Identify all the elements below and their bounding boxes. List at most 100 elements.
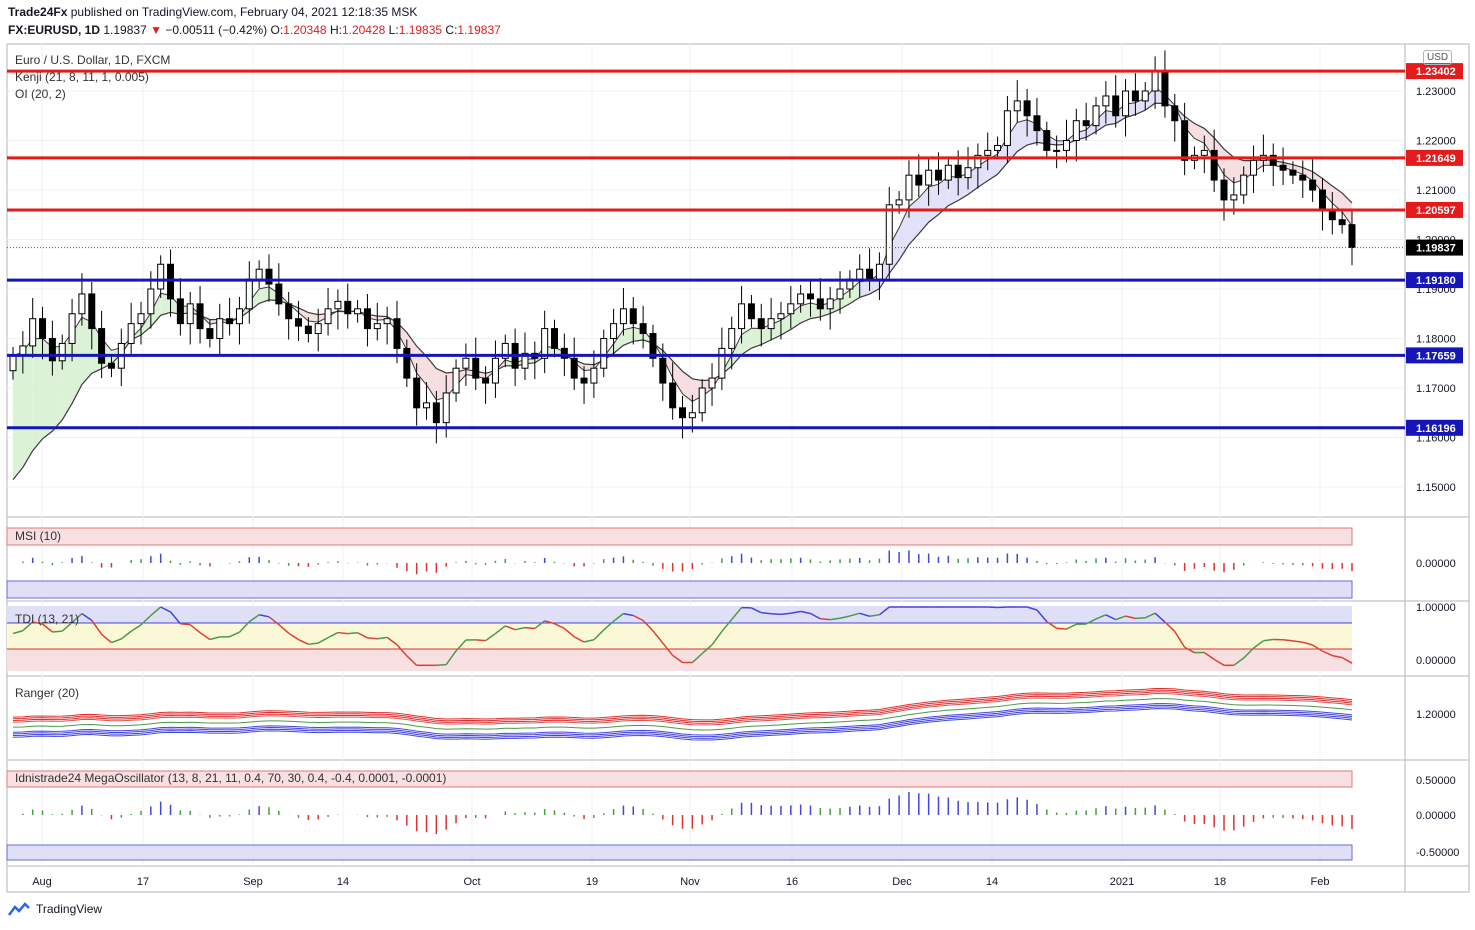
symbol-label: FX:EURUSD, 1D — [8, 23, 101, 37]
candle-up — [127, 323, 135, 344]
tdi-line-segment — [150, 606, 162, 616]
candle-down — [806, 293, 814, 300]
candle-up — [895, 199, 903, 206]
candle-down — [393, 318, 401, 349]
candle-up — [836, 288, 844, 300]
tdi-line-segment — [701, 644, 713, 655]
tdi-line-segment — [258, 614, 270, 618]
tdi-line-segment — [505, 625, 516, 631]
candle-up — [964, 167, 972, 179]
candle-up — [610, 323, 618, 339]
tdi-line-segment — [1341, 656, 1353, 664]
tdi-line-segment — [1282, 638, 1294, 642]
tdi-line-segment — [623, 612, 634, 617]
support-level-tag — [1406, 347, 1463, 364]
resistance-level-tag — [1406, 201, 1463, 218]
candle-up — [1250, 159, 1258, 176]
candle-up — [826, 298, 834, 310]
price-change: −0.00511 (−0.42%) — [165, 23, 268, 37]
candle-down — [472, 357, 480, 379]
tdi-line-segment — [347, 631, 358, 635]
x-tick-label: 16 — [786, 876, 798, 888]
tdi-line-segment — [830, 617, 841, 621]
ranger-line — [12, 687, 1353, 721]
level-price-label: 1.19180 — [1416, 275, 1456, 287]
candle-up — [974, 154, 982, 169]
tdi-line-segment — [593, 629, 605, 641]
candle-up — [462, 357, 470, 369]
tdi-line-segment — [1105, 614, 1117, 621]
cloud-segment — [13, 351, 23, 480]
cloud-segment — [1312, 171, 1323, 193]
close-label: C: — [445, 23, 458, 37]
candle-down — [1082, 120, 1090, 127]
candle-down — [1023, 100, 1031, 117]
candle-up — [984, 149, 992, 156]
x-tick-label: Aug — [32, 876, 52, 888]
cloud-segment — [436, 368, 447, 401]
mega-tick: 0.00000 — [1416, 810, 1456, 822]
tdi-line-segment — [308, 642, 319, 646]
cloud-segment — [859, 280, 870, 298]
candle-down — [226, 318, 234, 325]
candle-down — [816, 298, 824, 310]
cloud-segment — [81, 317, 92, 385]
candle-down — [206, 328, 214, 340]
tdi-line-segment — [455, 639, 467, 652]
tdi-tick: 0.00000 — [1416, 655, 1456, 667]
candle-down — [39, 318, 47, 340]
x-tick-label: 14 — [986, 876, 998, 888]
candle-down — [275, 283, 283, 305]
cloud-segment — [22, 338, 33, 468]
candle-up — [334, 300, 342, 310]
tdi-line-segment — [32, 621, 43, 625]
candle-up — [1102, 95, 1110, 107]
cloud-segment — [948, 176, 959, 206]
tdi-line-segment — [878, 606, 890, 616]
ohlc-line: FX:EURUSD, 1D 1.19837 ▼ −0.00511 (−0.42%… — [8, 23, 501, 37]
open-value: 1.20348 — [283, 23, 327, 37]
tdi-line-segment — [839, 615, 851, 620]
candle-down — [285, 303, 293, 320]
currency-badge[interactable]: USD — [1423, 50, 1453, 65]
kenji-indicator-label: Kenji (21, 8, 11, 1, 0.005) — [15, 70, 149, 84]
candle-up — [255, 268, 263, 280]
tdi-line-segment — [111, 638, 122, 644]
footer-brand[interactable]: TradingView — [8, 902, 102, 916]
ranger-line — [12, 698, 1353, 731]
cloud-segment — [1194, 123, 1205, 144]
mega-tick: -0.50000 — [1416, 847, 1459, 859]
candle-up — [137, 313, 145, 325]
ranger-line — [12, 689, 1353, 723]
tdi-line-segment — [209, 636, 220, 641]
tdi-line-segment — [238, 621, 250, 633]
candle-down — [659, 357, 667, 384]
candle-down — [363, 308, 371, 330]
tdi-line-segment — [563, 627, 575, 638]
candle-up — [1240, 174, 1248, 196]
candle-up — [423, 402, 431, 409]
candle-down — [295, 318, 303, 327]
msi-lower-band — [6, 580, 1353, 599]
candle-down — [551, 328, 559, 349]
cloud-segment — [259, 286, 269, 304]
candle-up — [68, 313, 76, 344]
tdi-line-segment — [1184, 646, 1195, 654]
tdi-line-segment — [544, 620, 555, 625]
candle-down — [1338, 219, 1346, 226]
tdi-line-segment — [386, 636, 398, 646]
x-tick-label: Feb — [1311, 876, 1330, 888]
candle-down — [432, 402, 440, 424]
candle-up — [590, 367, 598, 384]
tdi-line-segment — [1243, 647, 1255, 659]
tdi-line-segment — [1125, 615, 1136, 620]
tdi-line-segment — [1203, 651, 1215, 661]
chart-title: Euro / U.S. Dollar, 1D, FXCM — [15, 53, 171, 67]
cloud-segment — [42, 338, 53, 439]
candle-down — [560, 347, 568, 359]
price-tick-label: 1.18000 — [1416, 334, 1456, 346]
tdi-line-segment — [337, 631, 348, 635]
candle-down — [1131, 90, 1139, 102]
tdi-line-segment — [1312, 644, 1323, 652]
